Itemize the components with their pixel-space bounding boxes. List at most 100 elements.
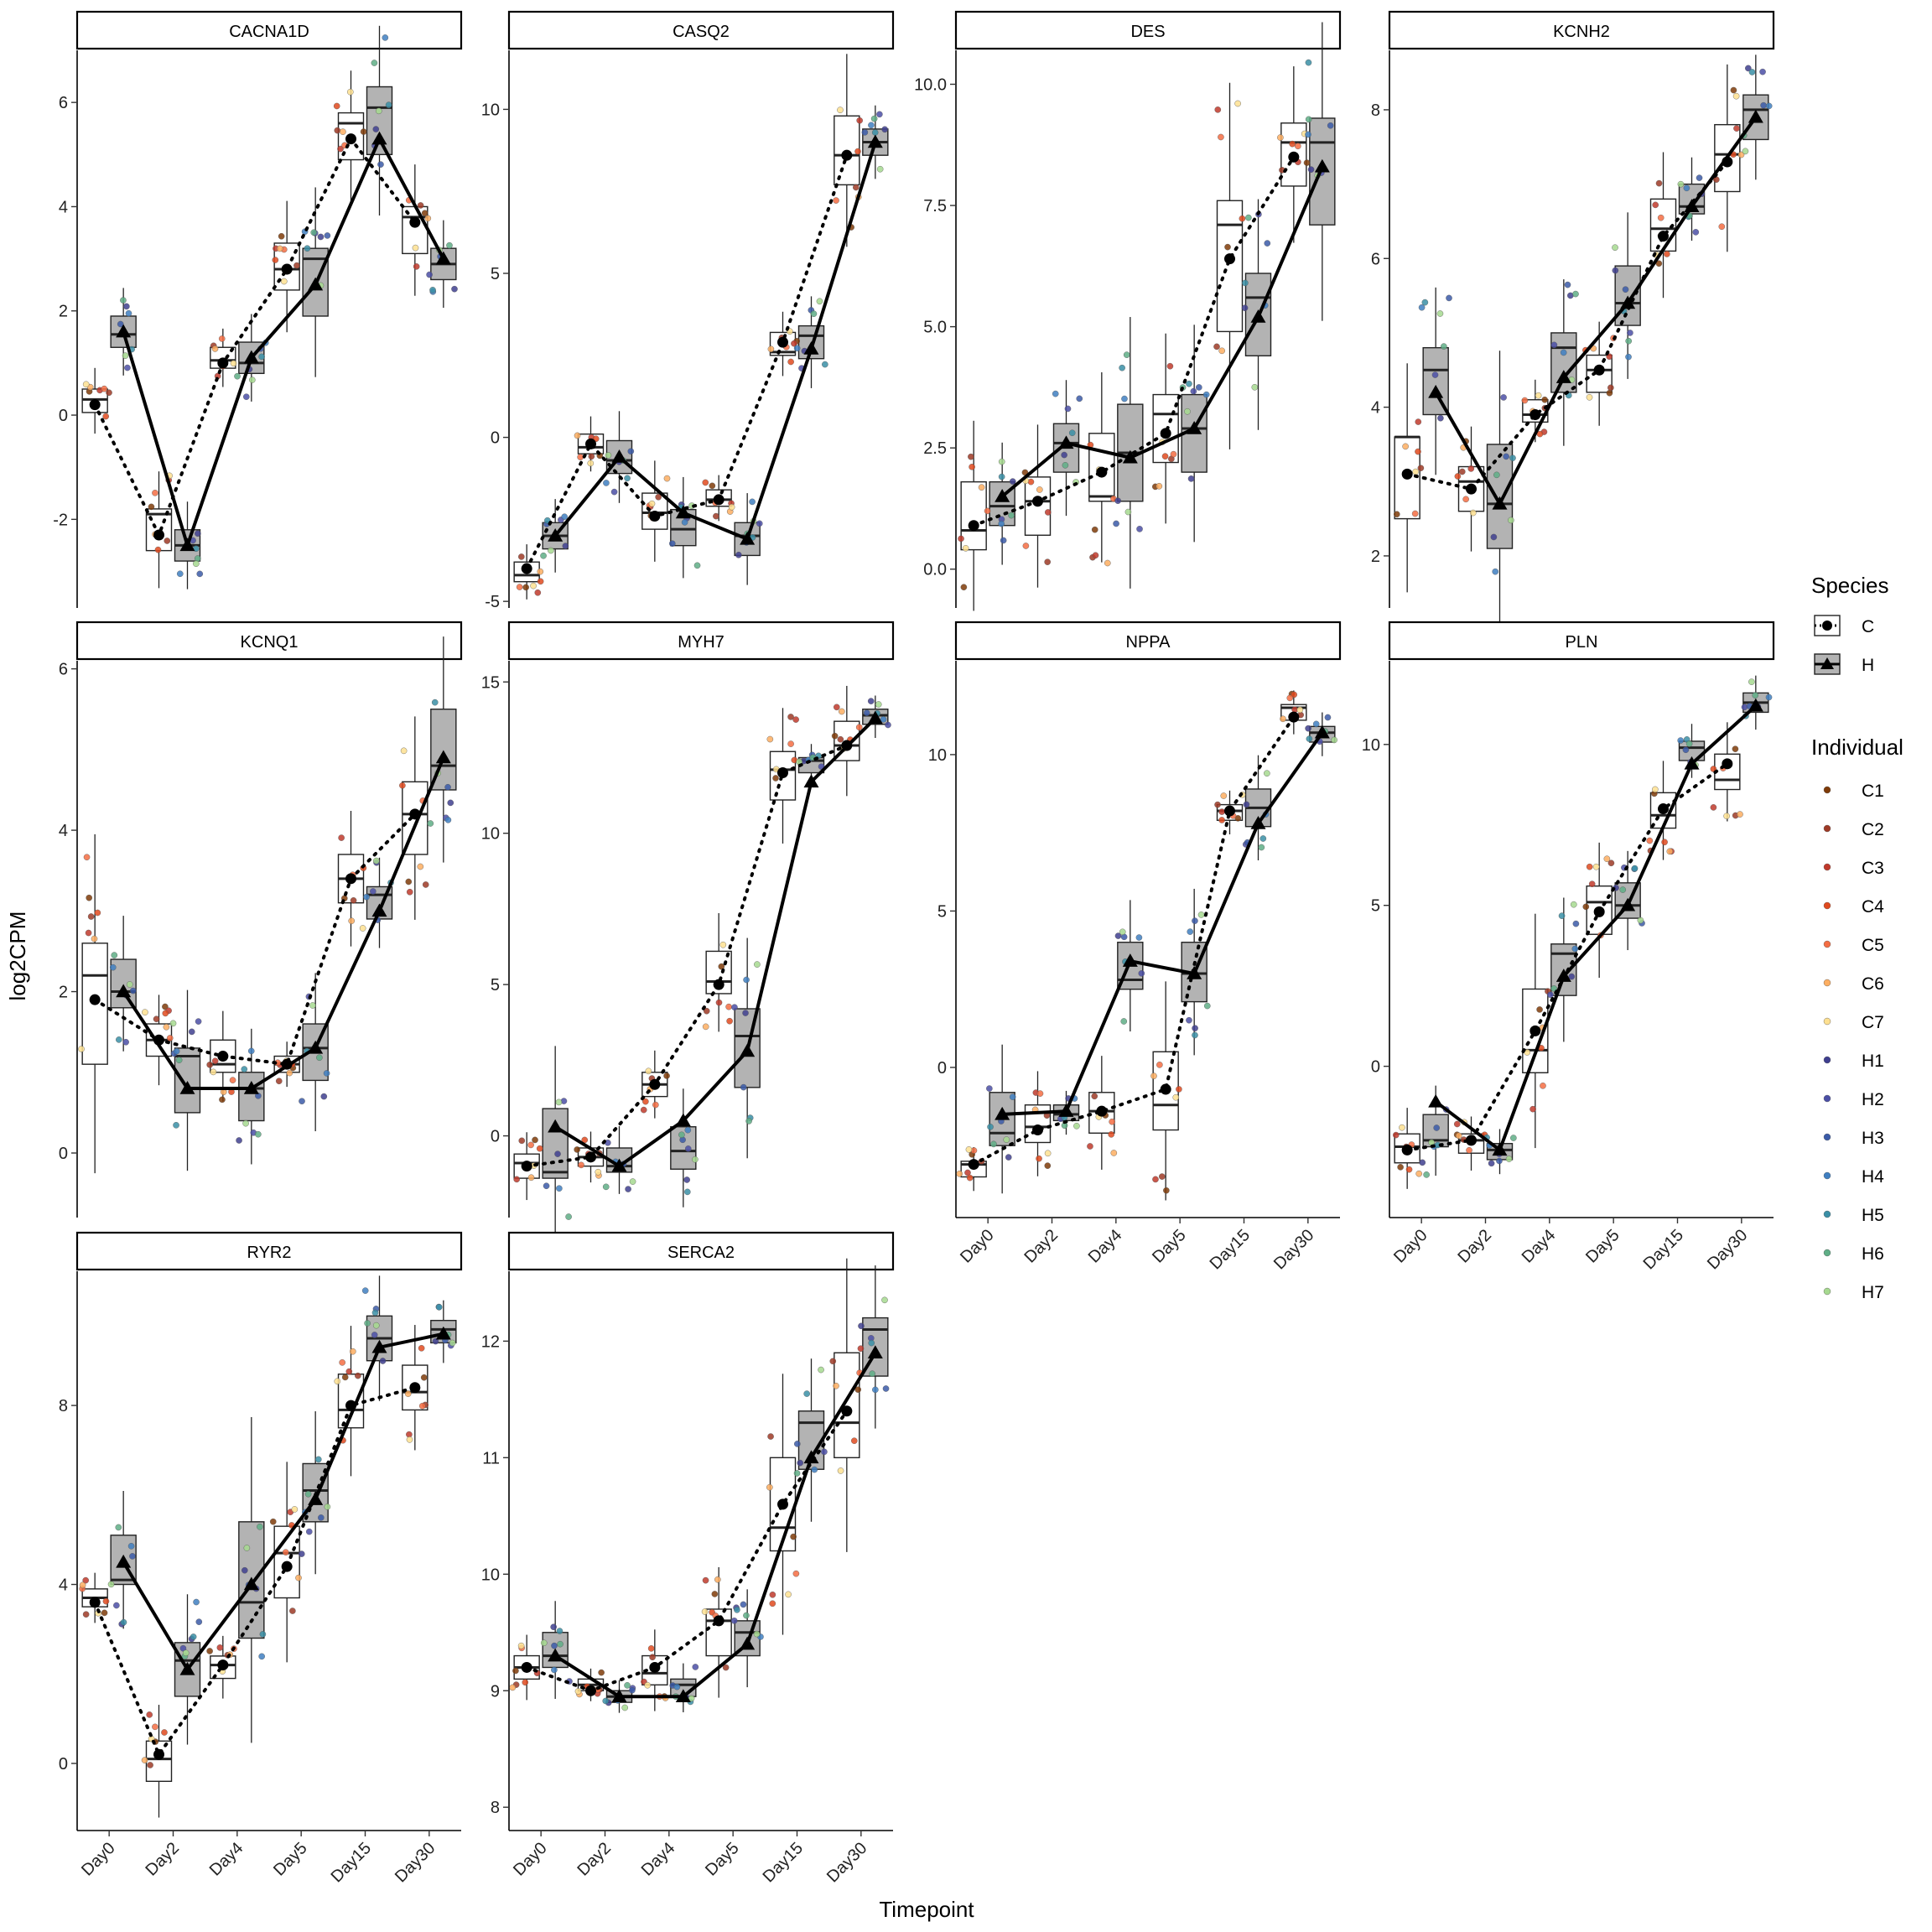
sample-point <box>1603 855 1611 863</box>
sample-point <box>446 242 453 249</box>
sample-point <box>1258 844 1265 851</box>
sample-point <box>1572 920 1580 927</box>
sample-point <box>122 1038 129 1046</box>
sample-point <box>1572 290 1579 298</box>
sample-point <box>984 507 991 515</box>
sample-point <box>1606 389 1613 397</box>
series-c-line <box>972 715 1296 1166</box>
facet-strip <box>75 621 463 661</box>
sample-point <box>1431 371 1439 378</box>
series-c-point <box>89 1597 101 1608</box>
y-tick-label: 8 <box>59 1397 68 1415</box>
y-tick-label: 5.0 <box>923 319 947 337</box>
sample-point <box>1113 520 1119 527</box>
sample-point <box>418 1402 426 1410</box>
sample-point <box>1213 343 1220 351</box>
series-h-point <box>435 1326 451 1340</box>
series-c-point <box>1722 156 1733 168</box>
sample-point <box>683 1176 690 1183</box>
sample-point <box>422 881 429 888</box>
legend-key-h6 <box>1823 1249 1831 1257</box>
sample-point <box>1742 148 1749 155</box>
series-c-point <box>777 336 788 348</box>
sample-point <box>289 1607 296 1614</box>
sample-point <box>851 1437 858 1444</box>
series-c-point <box>1401 468 1413 480</box>
facet-strip-label: CACNA1D <box>229 23 309 41</box>
sample-point <box>1251 383 1259 391</box>
sample-point <box>333 102 340 110</box>
sample-point <box>106 389 112 397</box>
sample-point <box>1718 223 1726 231</box>
sample-point <box>1192 917 1198 924</box>
sample-point <box>1417 465 1425 471</box>
sample-point <box>364 1320 371 1327</box>
sample-point <box>431 699 439 706</box>
sample-point <box>317 233 325 241</box>
facet-strip <box>1388 10 1775 50</box>
facet-strip-label: KCNQ1 <box>241 633 299 652</box>
sample-point <box>821 1448 828 1456</box>
sample-point <box>1295 143 1301 150</box>
legend-key-marker <box>1822 621 1832 631</box>
sample-point <box>195 530 201 538</box>
sample-point <box>1466 1146 1472 1154</box>
legend-label-c5: C5 <box>1862 936 1884 955</box>
series-h-point <box>1428 384 1444 398</box>
sample-point <box>1197 911 1205 918</box>
sample-point <box>1455 1132 1462 1140</box>
sample-point <box>1411 510 1419 517</box>
series-c-point <box>89 399 101 411</box>
sample-point <box>683 1188 691 1196</box>
legend: Species C H Individual C1 C2 C3 C4 C5 C6 C7 H1 H2 H3 H… <box>1811 573 1903 1302</box>
sample-point <box>527 1141 534 1149</box>
legend-label-c3: C3 <box>1862 859 1884 878</box>
series-h-point <box>1492 496 1508 510</box>
sample-point <box>960 584 968 591</box>
legend-label-h2: H2 <box>1862 1090 1884 1109</box>
box-c <box>1216 200 1244 333</box>
legend-key-c1 <box>1823 786 1831 794</box>
sample-point <box>602 1183 610 1191</box>
y-tick-label: 0 <box>491 429 500 448</box>
series-c-point <box>777 1498 788 1510</box>
series-c-point <box>345 873 356 885</box>
series-h-point <box>740 1043 756 1057</box>
series-h-point <box>308 1492 324 1505</box>
sample-point <box>1184 408 1191 415</box>
x-tick-label: Day0 <box>510 1839 551 1880</box>
sample-point <box>532 1136 538 1144</box>
series-c-point <box>1530 408 1541 420</box>
facet-strip <box>507 10 895 50</box>
sample-point <box>405 878 413 886</box>
box-c <box>960 480 987 551</box>
sample-point <box>1192 1031 1198 1039</box>
series-h-point <box>1620 295 1636 309</box>
sample-point <box>1110 1150 1118 1156</box>
x-tick-label: Day5 <box>1582 1226 1623 1267</box>
sample-point <box>1469 509 1477 517</box>
sample-point <box>858 1322 865 1330</box>
sample-point <box>115 1524 122 1531</box>
sample-point <box>1135 934 1143 941</box>
sample-point <box>1166 362 1174 370</box>
x-tick-label: Day4 <box>1519 1226 1560 1267</box>
y-tick-label: 10 <box>481 825 500 844</box>
series-c-point <box>409 808 421 820</box>
box-h <box>1244 273 1272 357</box>
sample-point <box>1748 678 1755 685</box>
y-tick-label: 0 <box>59 407 68 425</box>
series-c-line <box>525 744 849 1168</box>
facet-strip-label: NPPA <box>1126 633 1171 652</box>
sample-point <box>193 560 200 567</box>
sample-point <box>101 385 108 392</box>
panel-kcnq1: KCNQ1 0 2 4 6 <box>59 621 463 1218</box>
sample-point <box>811 1466 818 1473</box>
sample-point <box>534 589 542 596</box>
sample-point <box>684 1145 692 1152</box>
series-h-point <box>1428 1093 1444 1108</box>
sample-point <box>399 782 406 789</box>
sample-point <box>1296 706 1304 714</box>
sample-point <box>1305 116 1312 123</box>
sample-point <box>1008 512 1015 519</box>
